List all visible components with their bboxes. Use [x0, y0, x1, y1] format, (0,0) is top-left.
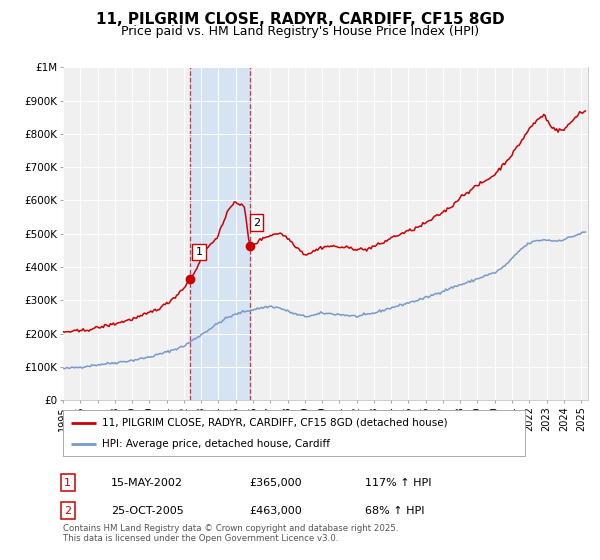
Text: 68% ↑ HPI: 68% ↑ HPI [365, 506, 424, 516]
Text: 2: 2 [64, 506, 71, 516]
Text: HPI: Average price, detached house, Cardiff: HPI: Average price, detached house, Card… [102, 439, 330, 449]
Text: 1: 1 [64, 478, 71, 488]
Text: 15-MAY-2002: 15-MAY-2002 [111, 478, 183, 488]
Text: 25-OCT-2005: 25-OCT-2005 [111, 506, 184, 516]
Bar [190, 67, 250, 400]
Text: Contains HM Land Registry data © Crown copyright and database right 2025.: Contains HM Land Registry data © Crown c… [63, 524, 398, 533]
Text: 117% ↑ HPI: 117% ↑ HPI [365, 478, 431, 488]
Text: 11, PILGRIM CLOSE, RADYR, CARDIFF, CF15 8GD (detached house): 11, PILGRIM CLOSE, RADYR, CARDIFF, CF15 … [102, 418, 448, 428]
Text: 2: 2 [253, 218, 260, 228]
Text: Price paid vs. HM Land Registry's House Price Index (HPI): Price paid vs. HM Land Registry's House … [121, 25, 479, 38]
Text: 11, PILGRIM CLOSE, RADYR, CARDIFF, CF15 8GD: 11, PILGRIM CLOSE, RADYR, CARDIFF, CF15 … [95, 12, 505, 27]
Text: £463,000: £463,000 [249, 506, 302, 516]
Text: 1: 1 [196, 247, 202, 257]
Text: This data is licensed under the Open Government Licence v3.0.: This data is licensed under the Open Gov… [63, 534, 338, 543]
Text: £365,000: £365,000 [249, 478, 302, 488]
